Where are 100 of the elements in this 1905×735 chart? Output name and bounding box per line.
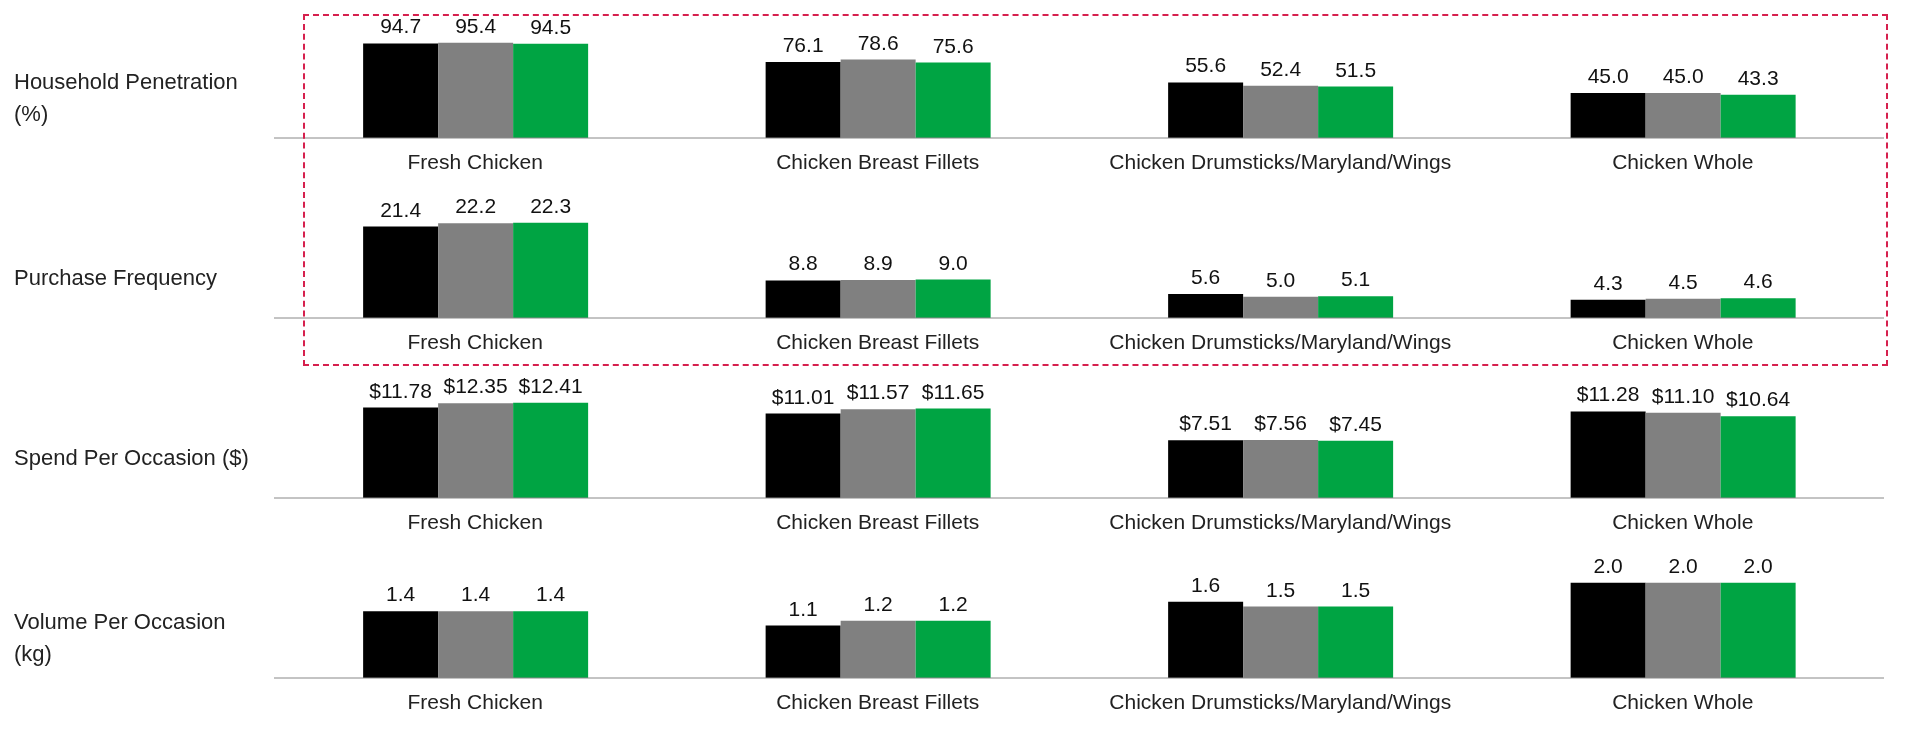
x-tick-label: Chicken Whole xyxy=(1612,509,1754,533)
data-label: 1.5 xyxy=(1266,577,1296,601)
x-tick-label: Chicken Breast Fillets xyxy=(776,509,980,533)
y-axis-title: Volume Per Occasion (kg) xyxy=(13,608,227,668)
bar xyxy=(1570,299,1646,318)
data-label: 1.1 xyxy=(788,596,818,620)
x-tick-label: Chicken Drumsticks/Maryland/Wings xyxy=(1109,509,1452,533)
bar xyxy=(1318,86,1394,138)
data-label: 1.5 xyxy=(1341,577,1371,601)
data-label: 4.3 xyxy=(1593,270,1623,294)
data-label: $7.56 xyxy=(1254,410,1307,434)
data-label: 1.4 xyxy=(536,582,566,606)
data-label: 22.2 xyxy=(455,194,497,218)
data-label: 5.1 xyxy=(1341,267,1371,291)
data-label: 22.3 xyxy=(530,193,572,217)
bar xyxy=(363,43,439,138)
bar xyxy=(765,413,841,498)
x-tick-label: Chicken Whole xyxy=(1612,689,1754,713)
data-label: 52.4 xyxy=(1260,56,1302,80)
data-label: 2.0 xyxy=(1668,553,1698,577)
bar xyxy=(1318,296,1394,318)
data-label: $7.51 xyxy=(1179,411,1232,435)
bar xyxy=(513,611,589,678)
data-label: 5.6 xyxy=(1191,265,1221,289)
x-tick-label: Fresh Chicken xyxy=(407,509,543,533)
data-label: $12.41 xyxy=(518,373,583,397)
x-tick-label: Chicken Breast Fillets xyxy=(776,149,980,173)
data-label: 43.3 xyxy=(1737,65,1779,89)
bar xyxy=(765,625,841,678)
y-axis-title: Spend Per Occasion ($) xyxy=(13,444,250,472)
bar xyxy=(915,620,991,678)
data-label: 45.0 xyxy=(1587,64,1629,88)
x-tick-label: Chicken Drumsticks/Maryland/Wings xyxy=(1109,149,1452,173)
bar xyxy=(1318,440,1394,498)
data-label: 95.4 xyxy=(455,13,497,37)
bar xyxy=(915,408,991,498)
data-label: $11.10 xyxy=(1651,383,1715,407)
data-label: $11.28 xyxy=(1576,382,1640,406)
data-label: 8.9 xyxy=(863,250,893,274)
data-label: 94.5 xyxy=(530,14,572,38)
x-tick-label: Chicken Whole xyxy=(1612,149,1754,173)
data-label: 4.6 xyxy=(1743,269,1773,293)
bar xyxy=(363,226,439,318)
bar xyxy=(1318,606,1394,678)
bar xyxy=(1570,582,1646,678)
bar xyxy=(1168,601,1244,678)
bar xyxy=(1720,298,1796,318)
x-tick-label: Chicken Breast Fillets xyxy=(776,329,980,353)
data-label: 4.5 xyxy=(1668,269,1698,293)
x-tick-label: Chicken Drumsticks/Maryland/Wings xyxy=(1109,329,1452,353)
y-axis-title: Household Penetration (%) xyxy=(13,68,239,128)
data-label: 94.7 xyxy=(380,14,422,38)
bar xyxy=(915,279,991,318)
data-label: 55.6 xyxy=(1185,53,1227,77)
x-tick-label: Fresh Chicken xyxy=(407,329,543,353)
data-label: 76.1 xyxy=(782,33,824,57)
bar xyxy=(1720,582,1796,678)
bar xyxy=(765,280,841,318)
data-label: 1.2 xyxy=(938,591,968,615)
bar xyxy=(1168,440,1244,498)
data-label: 45.0 xyxy=(1662,64,1704,88)
bar xyxy=(1720,416,1796,498)
bar xyxy=(513,43,589,138)
y-axis-title: Purchase Frequency xyxy=(13,264,218,292)
data-label: $7.45 xyxy=(1329,411,1382,435)
data-label: 21.4 xyxy=(380,197,422,221)
data-label: 1.2 xyxy=(863,591,893,615)
bar xyxy=(1168,294,1244,318)
bar xyxy=(915,62,991,138)
data-label: $11.01 xyxy=(771,384,835,408)
data-label: $11.57 xyxy=(846,380,910,404)
x-tick-label: Chicken Drumsticks/Maryland/Wings xyxy=(1109,689,1452,713)
bar xyxy=(363,611,439,678)
data-label: 8.8 xyxy=(788,251,818,275)
bar xyxy=(1720,94,1796,138)
x-tick-label: Chicken Breast Fillets xyxy=(776,689,980,713)
data-label: 1.4 xyxy=(461,582,491,606)
data-label: 1.4 xyxy=(386,582,416,606)
x-tick-label: Fresh Chicken xyxy=(407,689,543,713)
data-label: 5.0 xyxy=(1266,267,1296,291)
bar xyxy=(765,62,841,138)
data-label: 75.6 xyxy=(932,33,974,57)
data-label: $10.64 xyxy=(1726,387,1791,411)
data-label: 78.6 xyxy=(857,30,899,54)
bar xyxy=(513,222,589,318)
bar xyxy=(1570,411,1646,498)
bar xyxy=(1570,93,1646,138)
data-label: $11.65 xyxy=(921,379,985,403)
data-label: 9.0 xyxy=(938,250,968,274)
bar xyxy=(513,402,589,498)
data-label: 2.0 xyxy=(1743,553,1773,577)
data-label: 51.5 xyxy=(1335,57,1377,81)
x-tick-label: Chicken Whole xyxy=(1612,329,1754,353)
bar xyxy=(1168,82,1244,138)
x-tick-label: Fresh Chicken xyxy=(407,149,543,173)
bar xyxy=(363,407,439,498)
data-label: $12.35 xyxy=(443,374,508,398)
data-label: $11.78 xyxy=(369,378,432,402)
data-label: 1.6 xyxy=(1191,572,1221,596)
data-label: 2.0 xyxy=(1593,553,1623,577)
